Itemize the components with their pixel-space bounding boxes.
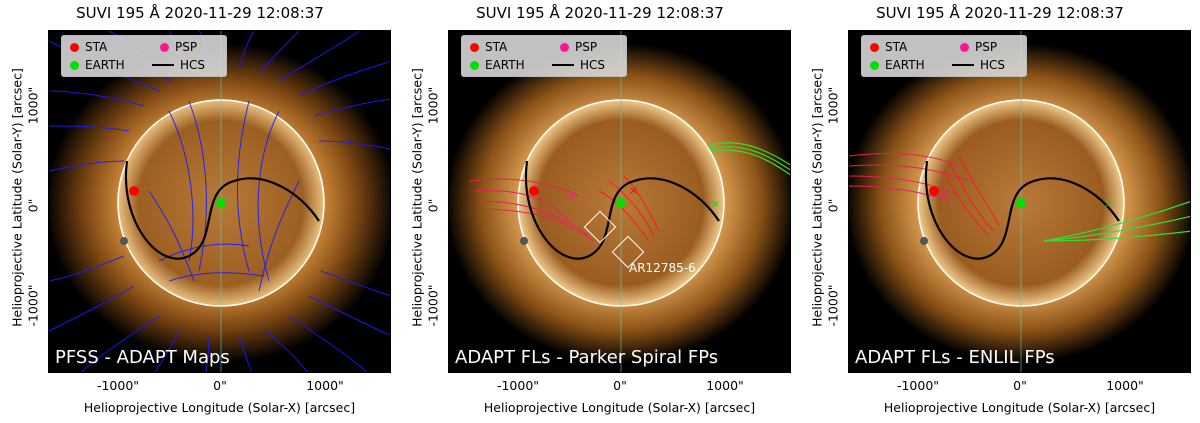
- legend-sta: STA: [485, 40, 508, 54]
- solar-image: × × STA PSP EARTH HCS ADAPT FLs - ENLIL …: [848, 30, 1191, 373]
- solar-svg: [49, 31, 390, 372]
- svg-text:×: ×: [939, 189, 948, 202]
- solar-svg: × ×: [849, 31, 1190, 372]
- solar-image: × × × STA PSP EARTH HCS AR12785-6 ADAPT …: [448, 30, 791, 373]
- svg-text:×: ×: [711, 197, 720, 210]
- legend-earth: EARTH: [85, 58, 125, 72]
- x-tick-label: 0": [213, 378, 227, 393]
- legend-psp: PSP: [975, 40, 998, 54]
- solar-svg: × × ×: [449, 31, 790, 372]
- svg-text:×: ×: [567, 189, 576, 202]
- panel-title: SUVI 195 Å 2020-11-29 12:08:37: [76, 4, 324, 22]
- legend-psp: PSP: [175, 40, 198, 54]
- y-axis-label: Helioprojective Latitude (Solar-Y) [arcs…: [9, 68, 25, 327]
- x-tick-label: 0": [613, 378, 627, 393]
- legend: STA PSP EARTH HCS: [461, 35, 627, 77]
- x-axis-label: Helioprojective Longitude (Solar-X) [arc…: [83, 400, 356, 415]
- panel-parker: SUVI 195 Å 2020-11-29 12:08:37 Helioproj…: [400, 0, 800, 423]
- x-tick-label: -1000": [896, 378, 940, 393]
- legend: STA PSP EARTH HCS: [861, 35, 1027, 77]
- legend-hcs: HCS: [980, 58, 1006, 72]
- x-tick-label: -1000": [496, 378, 540, 393]
- panel-enlil: SUVI 195 Å 2020-11-29 12:08:37 Helioproj…: [800, 0, 1200, 423]
- legend-sta: STA: [85, 40, 108, 54]
- legend-earth: EARTH: [885, 58, 925, 72]
- y-axis-label: Helioprojective Latitude (Solar-Y) [arcs…: [809, 68, 825, 327]
- active-region-label: AR12785-6: [629, 261, 696, 275]
- y-tick-label: 1000": [425, 86, 441, 125]
- panel-title: SUVI 195 Å 2020-11-29 12:08:37: [876, 4, 1124, 22]
- x-axis-label: Helioprojective Longitude (Solar-X) [arc…: [883, 400, 1156, 415]
- y-tick-label: 0": [425, 198, 441, 213]
- panel-label: PFSS - ADAPT Maps: [55, 347, 230, 368]
- x-tick-label: 1000": [306, 378, 344, 393]
- y-tick-label: 0": [825, 198, 841, 213]
- x-tick-label: 1000": [706, 378, 744, 393]
- panel-label: ADAPT FLs - ENLIL FPs: [855, 347, 1055, 368]
- y-axis-label: Helioprojective Latitude (Solar-Y) [arcs…: [409, 68, 425, 327]
- panel-label: ADAPT FLs - Parker Spiral FPs: [455, 347, 719, 368]
- panel-title: SUVI 195 Å 2020-11-29 12:08:37: [476, 4, 724, 22]
- y-tick-label: 1000": [25, 86, 41, 125]
- legend-hcs: HCS: [580, 58, 606, 72]
- solar-image: STA PSP EARTH HCS PFSS - ADAPT Maps: [48, 30, 391, 373]
- x-tick-label: 0": [1013, 378, 1027, 393]
- y-tick-label: -1000": [25, 284, 41, 327]
- y-tick-label: -1000": [425, 284, 441, 327]
- panel-pfss: SUVI 195 Å 2020-11-29 12:08:37 Helioproj…: [0, 0, 400, 423]
- y-tick-label: 1000": [825, 86, 841, 125]
- legend-psp: PSP: [575, 40, 598, 54]
- legend: STA PSP EARTH HCS: [61, 35, 227, 77]
- svg-text:×: ×: [629, 184, 638, 197]
- y-tick-label: 0": [25, 198, 41, 213]
- y-tick-label: -1000": [825, 284, 841, 327]
- x-axis-label: Helioprojective Longitude (Solar-X) [arc…: [483, 400, 756, 415]
- x-tick-label: 1000": [1106, 378, 1144, 393]
- legend-hcs: HCS: [180, 58, 206, 72]
- svg-text:×: ×: [1104, 197, 1113, 210]
- legend-earth: EARTH: [485, 58, 525, 72]
- x-tick-label: -1000": [96, 378, 140, 393]
- legend-sta: STA: [885, 40, 908, 54]
